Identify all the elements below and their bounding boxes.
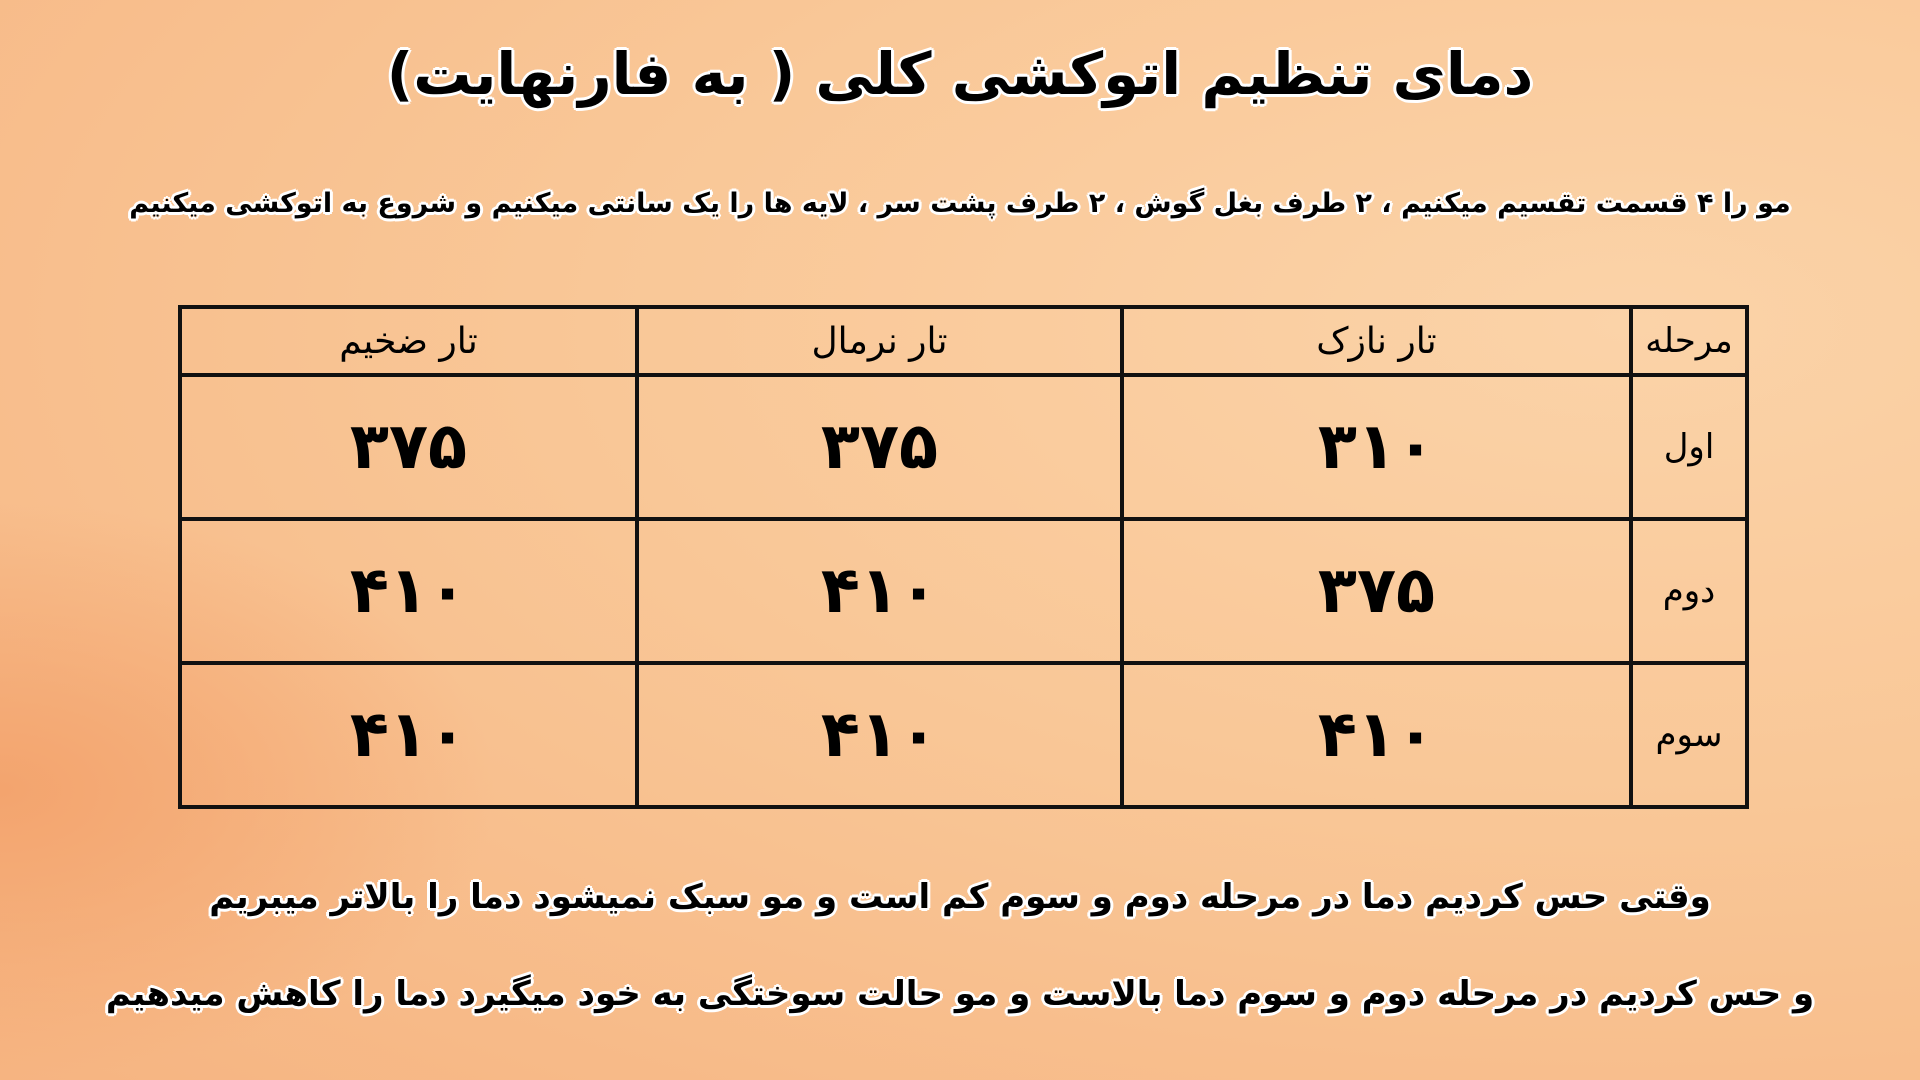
temperature-table: مرحله تار نازک تار نرمال تار ضخیم اول ۳۱… <box>178 305 1749 809</box>
stage-cell: سوم <box>1629 661 1749 809</box>
value-cell: ۴۱۰ <box>178 661 639 809</box>
value-cell: ۳۱۰ <box>1120 373 1633 521</box>
header-stage: مرحله <box>1629 305 1749 377</box>
value-cell: ۳۷۵ <box>178 373 639 521</box>
stage-cell: اول <box>1629 373 1749 521</box>
value-cell: ۴۱۰ <box>1120 661 1633 809</box>
note-line-2: و حس کردیم در مرحله دوم و سوم دما بالاست… <box>105 974 1815 1014</box>
table-header-row: مرحله تار نازک تار نرمال تار ضخیم <box>178 305 1749 377</box>
table-row: اول ۳۱۰ ۳۷۵ ۳۷۵ <box>178 373 1749 521</box>
value-cell: ۴۱۰ <box>178 517 639 665</box>
value-cell: ۳۷۵ <box>635 373 1124 521</box>
page-title: دمای تنظیم اتوکشی کلی ( به فارنهایت) <box>386 40 1534 108</box>
note-line-1: وقتی حس کردیم دما در مرحله دوم و سوم کم … <box>209 877 1711 917</box>
value-cell: ۴۱۰ <box>635 661 1124 809</box>
subtitle: مو را ۴ قسمت تقسیم میکنیم ، ۲ طرف بغل گو… <box>129 188 1791 219</box>
header-fine-hair: تار نازک <box>1120 305 1633 377</box>
value-cell: ۴۱۰ <box>635 517 1124 665</box>
table-row: سوم ۴۱۰ ۴۱۰ ۴۱۰ <box>178 661 1749 809</box>
header-thick-hair: تار ضخیم <box>178 305 639 377</box>
stage-cell: دوم <box>1629 517 1749 665</box>
header-normal-hair: تار نرمال <box>635 305 1124 377</box>
table-row: دوم ۳۷۵ ۴۱۰ ۴۱۰ <box>178 517 1749 665</box>
value-cell: ۳۷۵ <box>1120 517 1633 665</box>
